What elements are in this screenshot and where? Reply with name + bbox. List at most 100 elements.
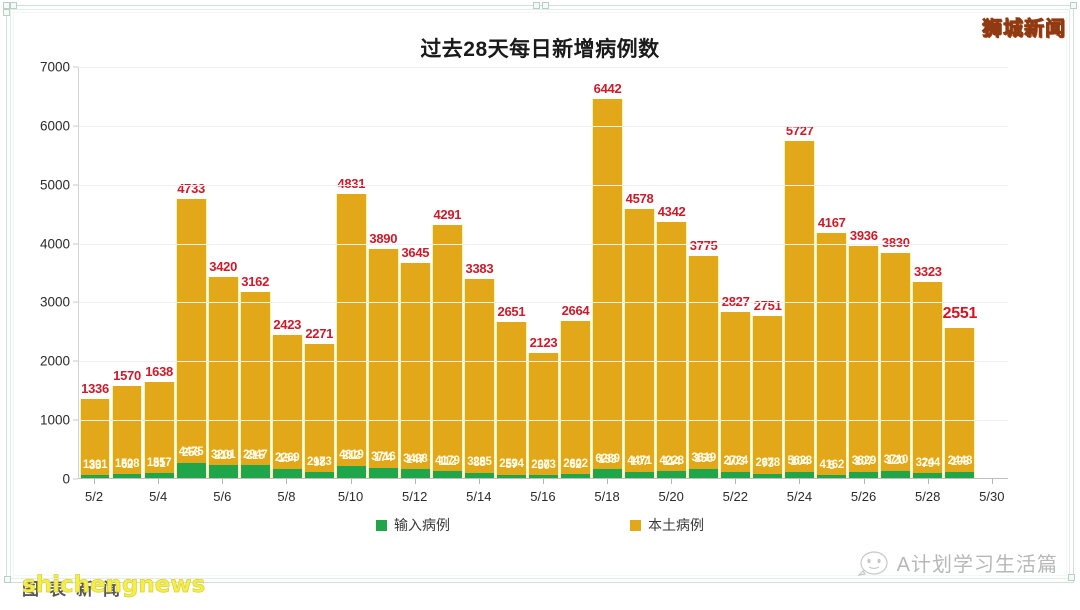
bar-segment-imported[interactable]: 112 xyxy=(432,456,462,478)
stacked-bar[interactable]: 2751 2678 73 xyxy=(752,298,784,478)
bar-segment-imported[interactable]: 5 xyxy=(817,460,847,478)
stacked-bar[interactable]: 3323 3244 79 xyxy=(912,264,944,478)
bar-slot[interactable]: 4342 4228 114 xyxy=(656,67,688,478)
bar-segment-imported[interactable]: 62 xyxy=(112,459,142,478)
bar-segment-imported[interactable]: 103 xyxy=(945,457,975,478)
bar-segment-local[interactable]: 3285 xyxy=(464,279,494,473)
bar-segment-local[interactable]: 4619 xyxy=(336,193,366,466)
stacked-bar[interactable]: 3830 3710 120 xyxy=(880,235,912,478)
bar-segment-imported[interactable]: 73 xyxy=(753,459,783,478)
resize-handle-top-middle-2[interactable] xyxy=(542,2,549,9)
stacked-bar[interactable]: 3890 3716 174 xyxy=(367,231,399,478)
bar-segment-imported[interactable]: 114 xyxy=(657,456,686,478)
bar-segment-imported[interactable]: 156 xyxy=(689,454,719,478)
bar-segment-imported[interactable]: 219 xyxy=(208,450,238,478)
bar-segment-imported[interactable]: 174 xyxy=(368,453,398,478)
bar-segment-imported[interactable]: 62 xyxy=(561,459,590,478)
bar-segment-imported[interactable]: 104 xyxy=(785,457,815,478)
bar-slot[interactable]: 2827 2724 103 xyxy=(720,67,752,478)
bar-segment-local[interactable]: 3829 xyxy=(849,246,879,472)
stacked-bar[interactable]: 2551 2448 103 xyxy=(943,305,977,478)
bar-segment-local[interactable]: 3244 xyxy=(913,282,943,474)
bar-slot[interactable]: 4578 4471 107 xyxy=(624,67,656,478)
bar-segment-imported[interactable]: 57 xyxy=(497,460,526,478)
resize-handle-top-right[interactable] xyxy=(1070,2,1077,9)
bar-slot[interactable]: 3775 3619 156 xyxy=(688,67,720,478)
stacked-bar[interactable]: 6442 6289 153 xyxy=(592,81,623,478)
bar-segment-local[interactable]: 2602 xyxy=(561,321,590,475)
bar-slot[interactable]: 2651 2594 57 xyxy=(495,67,527,478)
bar-segment-imported[interactable]: 79 xyxy=(913,458,943,478)
bar-segment-local[interactable]: 3716 xyxy=(368,249,398,468)
bar-segment-imported[interactable]: 153 xyxy=(593,454,622,478)
bar-segment-imported[interactable]: 212 xyxy=(336,451,366,478)
bar-segment-local[interactable]: 1508 xyxy=(112,385,142,475)
bar-slot[interactable]: 3420 3201 219 xyxy=(207,67,239,478)
stacked-bar[interactable]: 1570 1508 62 xyxy=(111,368,143,478)
stacked-bar[interactable]: 4578 4471 107 xyxy=(624,191,655,478)
stacked-bar[interactable]: 2423 2269 154 xyxy=(271,317,303,478)
stacked-bar[interactable]: 3162 2947 215 xyxy=(239,274,271,478)
stacked-bar[interactable]: 1638 1557 81 xyxy=(143,364,175,478)
bar-segment-imported[interactable]: 35 xyxy=(80,460,110,478)
stacked-bar[interactable]: 3420 3201 219 xyxy=(207,259,239,478)
bar-segment-local[interactable]: 3619 xyxy=(689,255,719,469)
stacked-bar[interactable]: 1336 1301 35 xyxy=(79,381,111,478)
stacked-bar[interactable]: 3775 3619 156 xyxy=(688,238,720,478)
bar-segment-imported[interactable]: 50 xyxy=(529,460,558,478)
bar-slot[interactable]: 1570 1508 62 xyxy=(111,67,143,478)
bar-segment-local[interactable]: 5623 xyxy=(785,140,815,472)
bar-segment-local[interactable]: 4179 xyxy=(432,225,462,472)
bar-slot[interactable]: 3936 3829 107 xyxy=(848,67,880,478)
bar-slot[interactable]: 3323 3244 79 xyxy=(912,67,944,478)
bar-slot[interactable]: 6442 6289 153 xyxy=(592,67,624,478)
bar-segment-local[interactable]: 2947 xyxy=(240,291,270,466)
resize-handle-top-left-2[interactable] xyxy=(10,2,17,9)
bar-slot[interactable]: 3162 2947 215 xyxy=(239,67,271,478)
stacked-bar[interactable]: 2827 2724 103 xyxy=(720,294,752,478)
resize-handle-left-top[interactable] xyxy=(3,9,10,16)
bar-segment-local[interactable]: 2173 xyxy=(304,344,334,473)
bar-slot[interactable]: 3383 3285 88 xyxy=(463,67,495,478)
bar-segment-imported[interactable]: 98 xyxy=(304,457,334,478)
bar-segment-local[interactable]: 4471 xyxy=(625,208,654,472)
bar-segment-local[interactable]: 3498 xyxy=(400,263,430,470)
bar-segment-local[interactable]: 2448 xyxy=(945,327,975,472)
bar-slot[interactable]: 2751 2678 73 xyxy=(752,67,784,478)
bar-segment-local[interactable]: 6289 xyxy=(593,98,622,469)
bar-slot[interactable]: 3890 3716 174 xyxy=(367,67,399,478)
bar-segment-local[interactable]: 4228 xyxy=(657,222,686,472)
bar-segment-imported[interactable]: 107 xyxy=(849,457,879,478)
stacked-bar[interactable]: 4733 4475 258 xyxy=(175,181,207,478)
bar-segment-imported[interactable]: 81 xyxy=(144,458,174,478)
stacked-bar[interactable]: 4291 4179 112 xyxy=(431,207,463,478)
bar-segment-local[interactable]: 4162 xyxy=(817,232,847,476)
bar-slot[interactable]: 2551 2448 103 xyxy=(943,67,977,478)
stacked-bar[interactable]: 4831 4619 212 xyxy=(335,176,367,478)
resize-handle-top-middle[interactable] xyxy=(533,2,540,9)
bar-slot[interactable]: 5727 5623 104 xyxy=(784,67,816,478)
bar-segment-local[interactable]: 1301 xyxy=(80,399,110,476)
bar-slot[interactable]: 3645 3498 147 xyxy=(399,67,431,478)
stacked-bar[interactable]: 2651 2594 57 xyxy=(496,304,527,478)
bar-segment-imported[interactable]: 215 xyxy=(240,450,270,478)
bar-segment-local[interactable]: 2269 xyxy=(272,335,302,469)
bar-segment-imported[interactable]: 103 xyxy=(721,457,751,478)
bar-segment-local[interactable]: 4475 xyxy=(176,199,206,463)
stacked-bar[interactable]: 5727 5623 104 xyxy=(784,123,816,478)
stacked-bar[interactable]: 4167 4162 5 xyxy=(816,215,848,478)
bar-slot[interactable]: 4291 4179 112 xyxy=(431,67,463,478)
bar-slot[interactable]: 2123 2073 50 xyxy=(527,67,559,478)
stacked-bar[interactable]: 2123 2073 50 xyxy=(528,335,559,478)
legend-item[interactable]: 输入病例 xyxy=(376,515,450,535)
bar-slot[interactable]: 4733 4475 258 xyxy=(175,67,207,478)
bar-segment-local[interactable]: 2073 xyxy=(529,353,558,475)
bar-slot[interactable]: 1336 1301 35 xyxy=(79,67,111,478)
stacked-bar[interactable]: 4342 4228 114 xyxy=(656,204,687,478)
stacked-bar[interactable]: 2664 2602 62 xyxy=(560,303,591,478)
resize-handle-top-left[interactable] xyxy=(3,2,10,9)
stacked-bar[interactable]: 3383 3285 88 xyxy=(463,261,495,478)
legend-item[interactable]: 本土病例 xyxy=(630,515,704,535)
bar-segment-local[interactable]: 3201 xyxy=(208,276,238,466)
bar-slot[interactable]: 2423 2269 154 xyxy=(271,67,303,478)
